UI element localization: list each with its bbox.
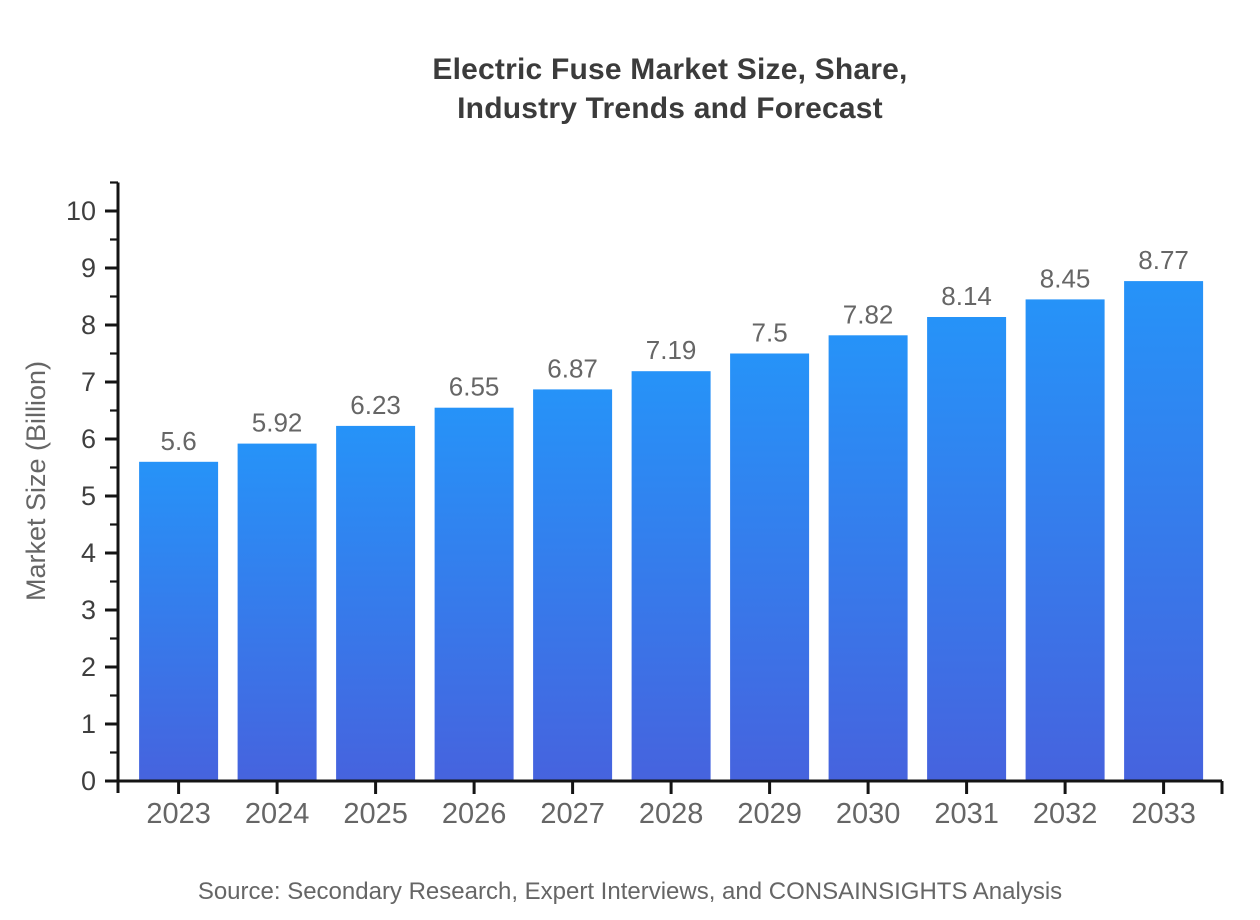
x-axis-tick-label: 2031 bbox=[934, 798, 999, 830]
chart-title: Electric Fuse Market Size, Share, Indust… bbox=[118, 50, 1222, 128]
bar-value-label: 7.82 bbox=[843, 299, 894, 329]
source-note: Source: Secondary Research, Expert Inter… bbox=[197, 878, 1063, 905]
y-axis-tick-label: 0 bbox=[81, 766, 96, 796]
bar-value-label: 7.19 bbox=[646, 335, 697, 365]
x-axis-tick-label: 2033 bbox=[1131, 798, 1196, 830]
bar-2025 bbox=[336, 425, 416, 781]
x-axis-tick-label: 2032 bbox=[1033, 798, 1098, 830]
bar-value-label: 7.5 bbox=[752, 318, 788, 348]
bar-value-label: 6.87 bbox=[547, 353, 598, 383]
y-axis-tick-label: 4 bbox=[81, 538, 96, 568]
x-axis-tick-label: 2028 bbox=[639, 798, 704, 830]
chart-title-line2: Industry Trends and Forecast bbox=[457, 92, 883, 125]
bar-2032 bbox=[1025, 299, 1105, 781]
bar-value-label: 8.14 bbox=[941, 281, 992, 311]
y-axis-tick-label: 5 bbox=[81, 481, 96, 511]
y-axis-tick-label: 1 bbox=[81, 709, 96, 739]
bar-2028 bbox=[631, 371, 711, 781]
bar-value-label: 8.45 bbox=[1040, 263, 1091, 293]
y-axis-tick-label: 2 bbox=[81, 652, 96, 682]
y-axis-tick-label: 9 bbox=[81, 253, 96, 283]
x-axis-tick-label: 2025 bbox=[343, 798, 408, 830]
bar-2029 bbox=[730, 353, 810, 781]
y-axis-tick-label: 7 bbox=[81, 367, 96, 397]
bar-2026 bbox=[434, 407, 514, 781]
bar-value-label: 6.23 bbox=[350, 390, 401, 420]
x-axis-tick-label: 2023 bbox=[146, 798, 211, 830]
bar-value-label: 6.55 bbox=[449, 372, 500, 402]
bar-2031 bbox=[927, 317, 1007, 781]
bar-2023 bbox=[139, 461, 219, 781]
y-axis-tick-label: 3 bbox=[81, 595, 96, 625]
x-axis-tick-label: 2030 bbox=[836, 798, 901, 830]
y-axis-tick-label: 8 bbox=[81, 310, 96, 340]
x-axis-tick-label: 2027 bbox=[540, 798, 605, 830]
bar-2030 bbox=[828, 335, 908, 781]
y-axis-tick-label: 10 bbox=[66, 196, 96, 226]
bar-value-label: 5.92 bbox=[252, 408, 303, 438]
bar-2027 bbox=[533, 389, 613, 781]
bar-2024 bbox=[237, 443, 317, 781]
chart-title-line1: Electric Fuse Market Size, Share, bbox=[432, 53, 908, 86]
bar-2033 bbox=[1124, 281, 1204, 781]
bar-value-label: 8.77 bbox=[1138, 245, 1189, 275]
y-axis-tick-label: 6 bbox=[81, 424, 96, 454]
x-axis-tick-label: 2029 bbox=[737, 798, 802, 830]
x-axis-tick-label: 2026 bbox=[442, 798, 507, 830]
bar-value-label: 5.6 bbox=[161, 426, 197, 456]
x-axis-tick-label: 2024 bbox=[245, 798, 310, 830]
